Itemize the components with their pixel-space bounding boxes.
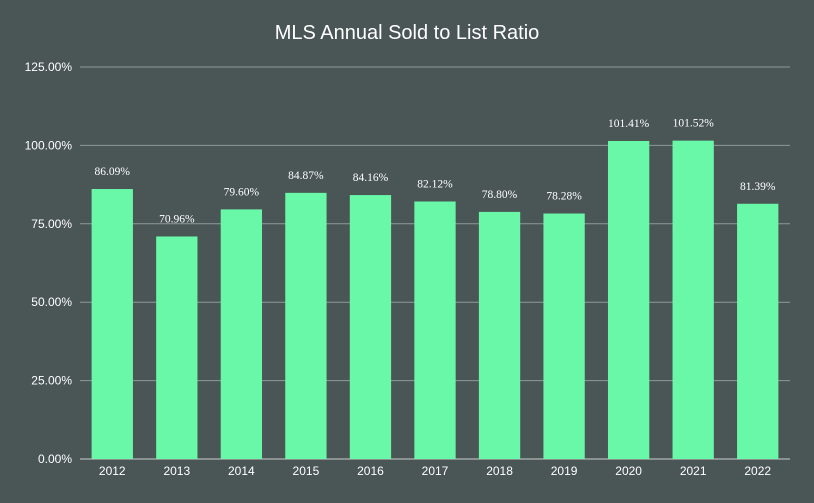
bar: [91, 189, 133, 459]
y-tick-label: 50.00%: [31, 295, 72, 309]
x-tick-label: 2017: [422, 464, 449, 478]
data-label: 84.16%: [353, 172, 389, 184]
y-tick-label: 25.00%: [31, 374, 72, 388]
y-tick-label: 100.00%: [25, 138, 73, 152]
x-tick-label: 2021: [680, 464, 707, 478]
x-tick-label: 2012: [99, 464, 126, 478]
data-label: 101.52%: [673, 118, 715, 130]
x-tick-label: 2020: [615, 464, 642, 478]
data-label: 82.12%: [417, 178, 453, 190]
bar: [672, 140, 714, 459]
y-tick-label: 0.00%: [38, 452, 72, 466]
bar: [156, 236, 198, 459]
data-label: 78.28%: [546, 191, 582, 203]
data-label: 79.60%: [224, 186, 260, 198]
bar: [478, 211, 521, 459]
y-tick-label: 75.00%: [31, 217, 72, 231]
data-label: 84.87%: [288, 170, 324, 182]
x-tick-label: 2015: [293, 464, 320, 478]
x-tick-label: 2013: [163, 464, 190, 478]
data-label: 70.96%: [159, 213, 195, 225]
bar: [414, 201, 456, 459]
x-tick-label: 2019: [551, 464, 578, 478]
bar: [737, 203, 779, 459]
bar: [607, 140, 650, 459]
data-label: 86.09%: [95, 166, 131, 178]
x-tick-label: 2014: [228, 464, 255, 478]
bar: [285, 192, 327, 459]
bar: [349, 195, 392, 460]
data-label: 101.41%: [608, 118, 650, 130]
x-tick-label: 2022: [744, 464, 771, 478]
y-tick-label: 125.00%: [25, 60, 73, 74]
bar: [220, 209, 263, 459]
x-tick-label: 2018: [486, 464, 513, 478]
chart-title: MLS Annual Sold to List Ratio: [274, 22, 540, 44]
data-label: 78.80%: [482, 189, 518, 201]
data-label: 81.39%: [740, 181, 776, 193]
x-tick-label: 2016: [357, 464, 384, 478]
bar: [543, 213, 585, 459]
